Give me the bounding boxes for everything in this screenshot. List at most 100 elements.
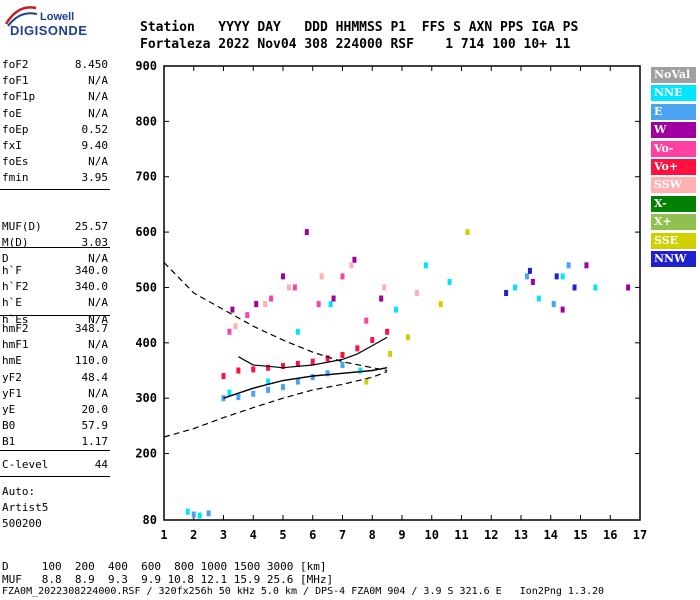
param-row-fxi: fxI 9.40 — [2, 139, 108, 152]
data-point-nne — [593, 284, 598, 291]
param-value: N/A — [88, 90, 108, 104]
data-point-nne — [394, 306, 399, 313]
data-point-vo — [340, 273, 345, 280]
param-name: yF2 — [2, 370, 22, 384]
param-name: fmin — [2, 171, 29, 185]
x-tick-label: 14 — [544, 528, 558, 542]
data-point-e — [340, 361, 345, 368]
data-point-vo — [269, 295, 274, 302]
param-row-foe: foE N/A — [2, 107, 108, 120]
x-tick-label: 5 — [279, 528, 286, 542]
logo-lowell: Lowell — [40, 11, 75, 23]
header-line-2: Fortaleza 2022 Nov04 308 224000 RSF 1 71… — [140, 37, 571, 52]
param-value: 44 — [94, 458, 108, 471]
param-row-he: h`E N/A — [2, 296, 108, 309]
param-name: foF2 — [2, 58, 29, 71]
param-value: N/A — [88, 74, 108, 88]
param-row-md: M(D) 3.03 — [2, 236, 108, 249]
footer-file-info: FZA0M_2022308224000.RSF / 320fx256h 50 k… — [2, 586, 605, 597]
param-row-fof1: foF1 N/A — [2, 74, 108, 87]
data-point-e — [566, 262, 571, 269]
param-row-clevel: C-level 44 — [2, 458, 108, 471]
data-point-vo — [340, 352, 345, 359]
param-value: N/A — [88, 155, 108, 169]
data-point-nnw — [554, 273, 559, 280]
data-point-vo — [236, 367, 241, 374]
param-name: h`F2 — [2, 280, 29, 294]
param-row-b0: B0 57.9 — [2, 419, 108, 432]
data-point-vo — [295, 360, 300, 367]
data-point-w — [379, 295, 384, 302]
data-point-ssw — [263, 301, 268, 308]
data-point-sse — [405, 334, 410, 341]
param-value: 9.40 — [81, 139, 109, 152]
param-value: 1.17 — [81, 435, 109, 449]
param-value: 0.52 — [81, 122, 109, 136]
param-row-d: D N/A — [2, 252, 108, 265]
param-name: hmF1 — [2, 338, 29, 352]
header-line-1: Station YYYY DAY DDD HHMMSS P1 FFS S AXN… — [140, 20, 579, 35]
data-point-sse — [465, 229, 470, 236]
param-name: h`F — [2, 264, 22, 277]
x-tick-label: 3 — [220, 528, 227, 542]
data-point-w — [304, 229, 309, 236]
y-tick-label: 200 — [135, 447, 157, 461]
data-point-e — [266, 386, 271, 393]
param-name: M(D) — [2, 236, 29, 250]
data-point-vo — [245, 312, 250, 319]
data-point-e — [310, 374, 315, 381]
param-separator — [0, 450, 110, 451]
data-point-nne — [423, 262, 428, 269]
param-row-fmin: fmin 3.95 — [2, 171, 108, 184]
data-point-vo — [310, 358, 315, 365]
param-value: 3.95 — [81, 171, 109, 185]
auto-label: Auto: — [2, 485, 36, 498]
param-separator — [0, 476, 110, 477]
data-point-ssw — [349, 262, 354, 269]
param-row-fof1p: foF1p N/A — [2, 90, 108, 103]
legend-item-vo-: Vo- — [651, 140, 696, 157]
data-point-vo — [316, 301, 321, 308]
data-point-e — [551, 301, 556, 308]
param-row-hf2: h`F2 340.0 — [2, 280, 108, 293]
density-profile-line — [223, 367, 388, 399]
data-point-e — [524, 273, 529, 280]
x-tick-label: 12 — [484, 528, 498, 542]
param-row-hmf1: hmF1 N/A — [2, 338, 108, 351]
data-point-e — [236, 394, 241, 401]
param-row-foep: foEp 0.52 — [2, 123, 108, 136]
param-row-yf1: yF1 N/A — [2, 387, 108, 400]
param-value: 57.9 — [81, 419, 109, 433]
param-name: C-level — [2, 458, 49, 471]
footer-distance-line: D 100 200 400 600 800 1000 1500 3000 [km… — [2, 560, 327, 573]
x-tick-label: 9 — [398, 528, 405, 542]
legend-item-x-: X- — [651, 195, 696, 212]
data-point-e — [281, 384, 285, 391]
data-point-ssw — [382, 284, 387, 291]
param-name: foEs — [2, 155, 29, 169]
trace-line — [238, 336, 388, 369]
param-value: 20.0 — [81, 403, 109, 416]
x-tick-label: 8 — [369, 528, 376, 542]
param-row-yf2: yF2 48.4 — [2, 371, 108, 384]
auto-code: 500200 — [2, 517, 42, 530]
y-tick-label: 400 — [135, 336, 157, 350]
data-point-w — [352, 256, 357, 263]
param-value: 8.450 — [74, 58, 108, 71]
legend-item-nnw: NNW — [651, 251, 696, 267]
data-point-w — [626, 284, 631, 291]
param-row-fof2: foF2 8.450 — [2, 58, 108, 71]
data-point-vo — [227, 328, 232, 335]
data-point-nne — [358, 367, 363, 374]
data-point-w — [281, 273, 285, 280]
param-name: foF1p — [2, 90, 36, 104]
data-point-w — [560, 306, 565, 313]
param-name: hmF2 — [2, 322, 29, 335]
data-point-vo — [385, 328, 390, 335]
param-value: 3.03 — [81, 236, 109, 250]
y-tick-label: 80 — [143, 513, 157, 527]
footer-muf-line: MUF 8.8 8.9 9.3 9.9 10.8 12.1 15.9 25.6 … — [2, 573, 334, 586]
param-name: B0 — [2, 419, 16, 433]
param-value: N/A — [88, 386, 108, 400]
